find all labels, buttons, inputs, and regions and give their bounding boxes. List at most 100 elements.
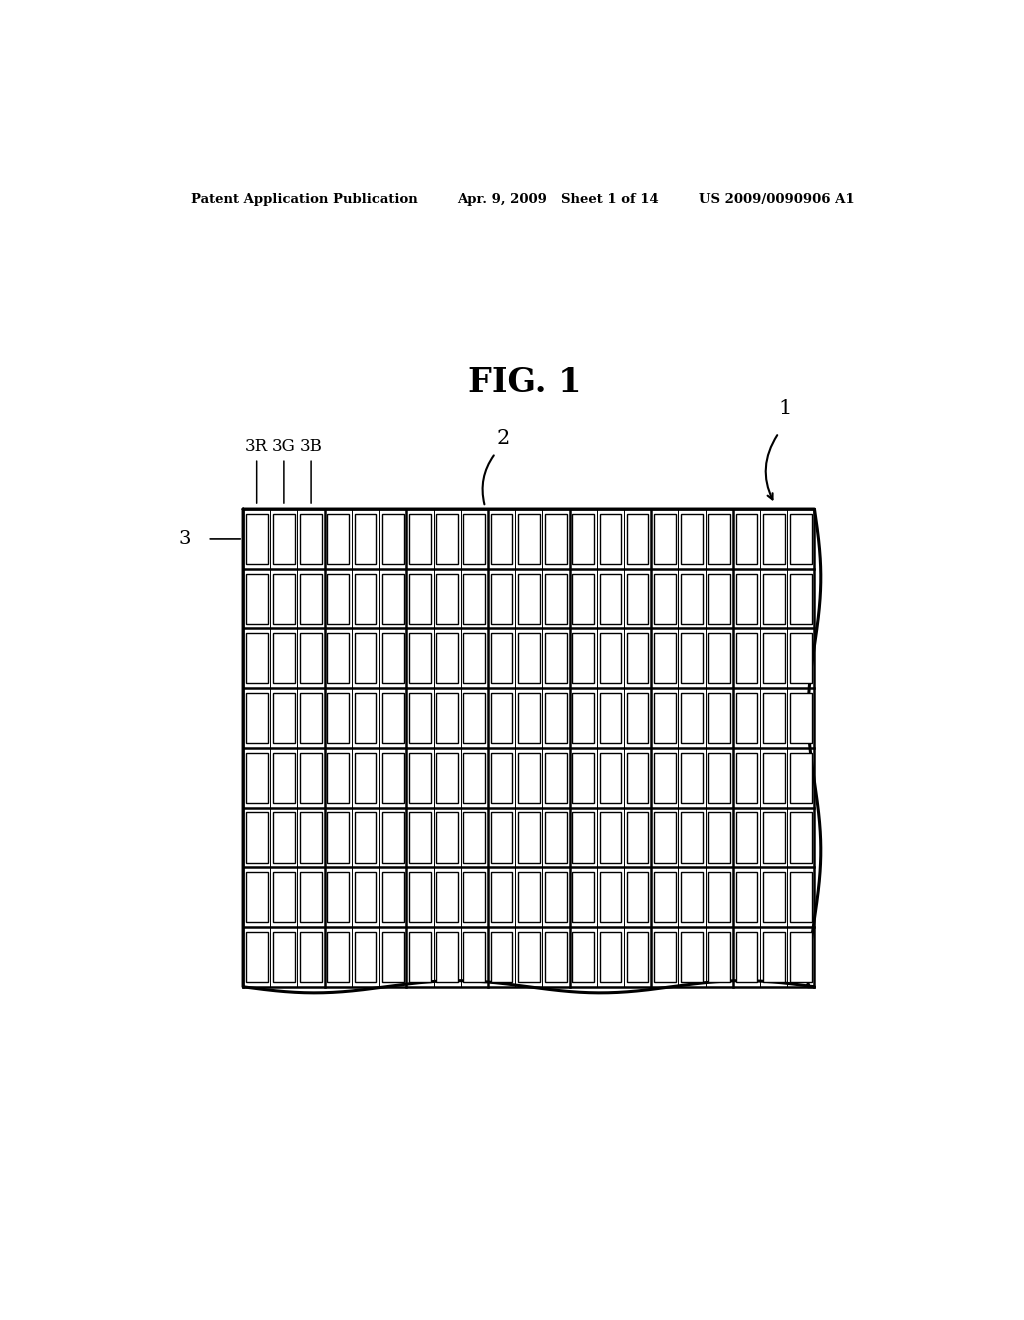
Bar: [572, 873, 594, 923]
Bar: [490, 873, 512, 923]
Text: FIG. 1: FIG. 1: [468, 366, 582, 399]
Bar: [273, 873, 295, 923]
Bar: [599, 873, 622, 923]
Bar: [790, 574, 812, 624]
Bar: [354, 693, 377, 743]
Bar: [409, 873, 431, 923]
Bar: [328, 634, 349, 684]
Bar: [545, 513, 567, 564]
Bar: [763, 873, 784, 923]
Bar: [300, 634, 322, 684]
Bar: [790, 752, 812, 803]
Bar: [763, 752, 784, 803]
Bar: [545, 752, 567, 803]
Bar: [572, 513, 594, 564]
Bar: [572, 812, 594, 862]
Bar: [518, 513, 540, 564]
Bar: [464, 932, 485, 982]
Bar: [572, 693, 594, 743]
Bar: [273, 513, 295, 564]
Bar: [273, 812, 295, 862]
Bar: [763, 574, 784, 624]
Bar: [681, 812, 702, 862]
Bar: [654, 634, 676, 684]
Bar: [735, 513, 758, 564]
Bar: [763, 812, 784, 862]
Bar: [328, 812, 349, 862]
Bar: [354, 873, 377, 923]
Bar: [273, 693, 295, 743]
Bar: [436, 932, 458, 982]
Bar: [709, 513, 730, 564]
Bar: [518, 634, 540, 684]
Bar: [409, 812, 431, 862]
Bar: [599, 932, 622, 982]
Bar: [735, 932, 758, 982]
Bar: [654, 873, 676, 923]
Bar: [490, 752, 512, 803]
Bar: [382, 513, 403, 564]
Bar: [790, 634, 812, 684]
Bar: [545, 873, 567, 923]
Bar: [654, 932, 676, 982]
Bar: [709, 634, 730, 684]
Bar: [681, 932, 702, 982]
Bar: [464, 873, 485, 923]
Bar: [709, 812, 730, 862]
Bar: [464, 752, 485, 803]
Bar: [273, 932, 295, 982]
Text: Apr. 9, 2009: Apr. 9, 2009: [458, 193, 547, 206]
Bar: [627, 634, 648, 684]
Text: 1: 1: [779, 399, 793, 417]
Bar: [545, 574, 567, 624]
Bar: [382, 693, 403, 743]
Bar: [709, 574, 730, 624]
Bar: [681, 634, 702, 684]
Bar: [545, 634, 567, 684]
Bar: [490, 812, 512, 862]
Bar: [464, 812, 485, 862]
Text: US 2009/0090906 A1: US 2009/0090906 A1: [699, 193, 855, 206]
Bar: [409, 932, 431, 982]
Bar: [300, 932, 322, 982]
Bar: [382, 873, 403, 923]
Bar: [599, 812, 622, 862]
Bar: [790, 513, 812, 564]
Bar: [436, 513, 458, 564]
Bar: [300, 693, 322, 743]
Bar: [382, 752, 403, 803]
Bar: [409, 693, 431, 743]
Bar: [599, 752, 622, 803]
Bar: [654, 752, 676, 803]
Bar: [681, 873, 702, 923]
Bar: [627, 932, 648, 982]
Bar: [436, 812, 458, 862]
Bar: [681, 513, 702, 564]
Text: Sheet 1 of 14: Sheet 1 of 14: [560, 193, 658, 206]
Bar: [681, 752, 702, 803]
Bar: [382, 634, 403, 684]
Bar: [273, 574, 295, 624]
Bar: [409, 752, 431, 803]
Bar: [354, 812, 377, 862]
Bar: [735, 693, 758, 743]
Bar: [382, 812, 403, 862]
Bar: [354, 574, 377, 624]
Bar: [436, 574, 458, 624]
Bar: [572, 752, 594, 803]
Bar: [464, 634, 485, 684]
Bar: [681, 574, 702, 624]
Bar: [518, 574, 540, 624]
Bar: [572, 932, 594, 982]
Bar: [328, 873, 349, 923]
Bar: [599, 574, 622, 624]
Bar: [654, 812, 676, 862]
Bar: [599, 513, 622, 564]
Bar: [354, 752, 377, 803]
Bar: [464, 693, 485, 743]
Bar: [382, 932, 403, 982]
Bar: [763, 513, 784, 564]
Bar: [382, 574, 403, 624]
Bar: [709, 693, 730, 743]
Bar: [518, 873, 540, 923]
